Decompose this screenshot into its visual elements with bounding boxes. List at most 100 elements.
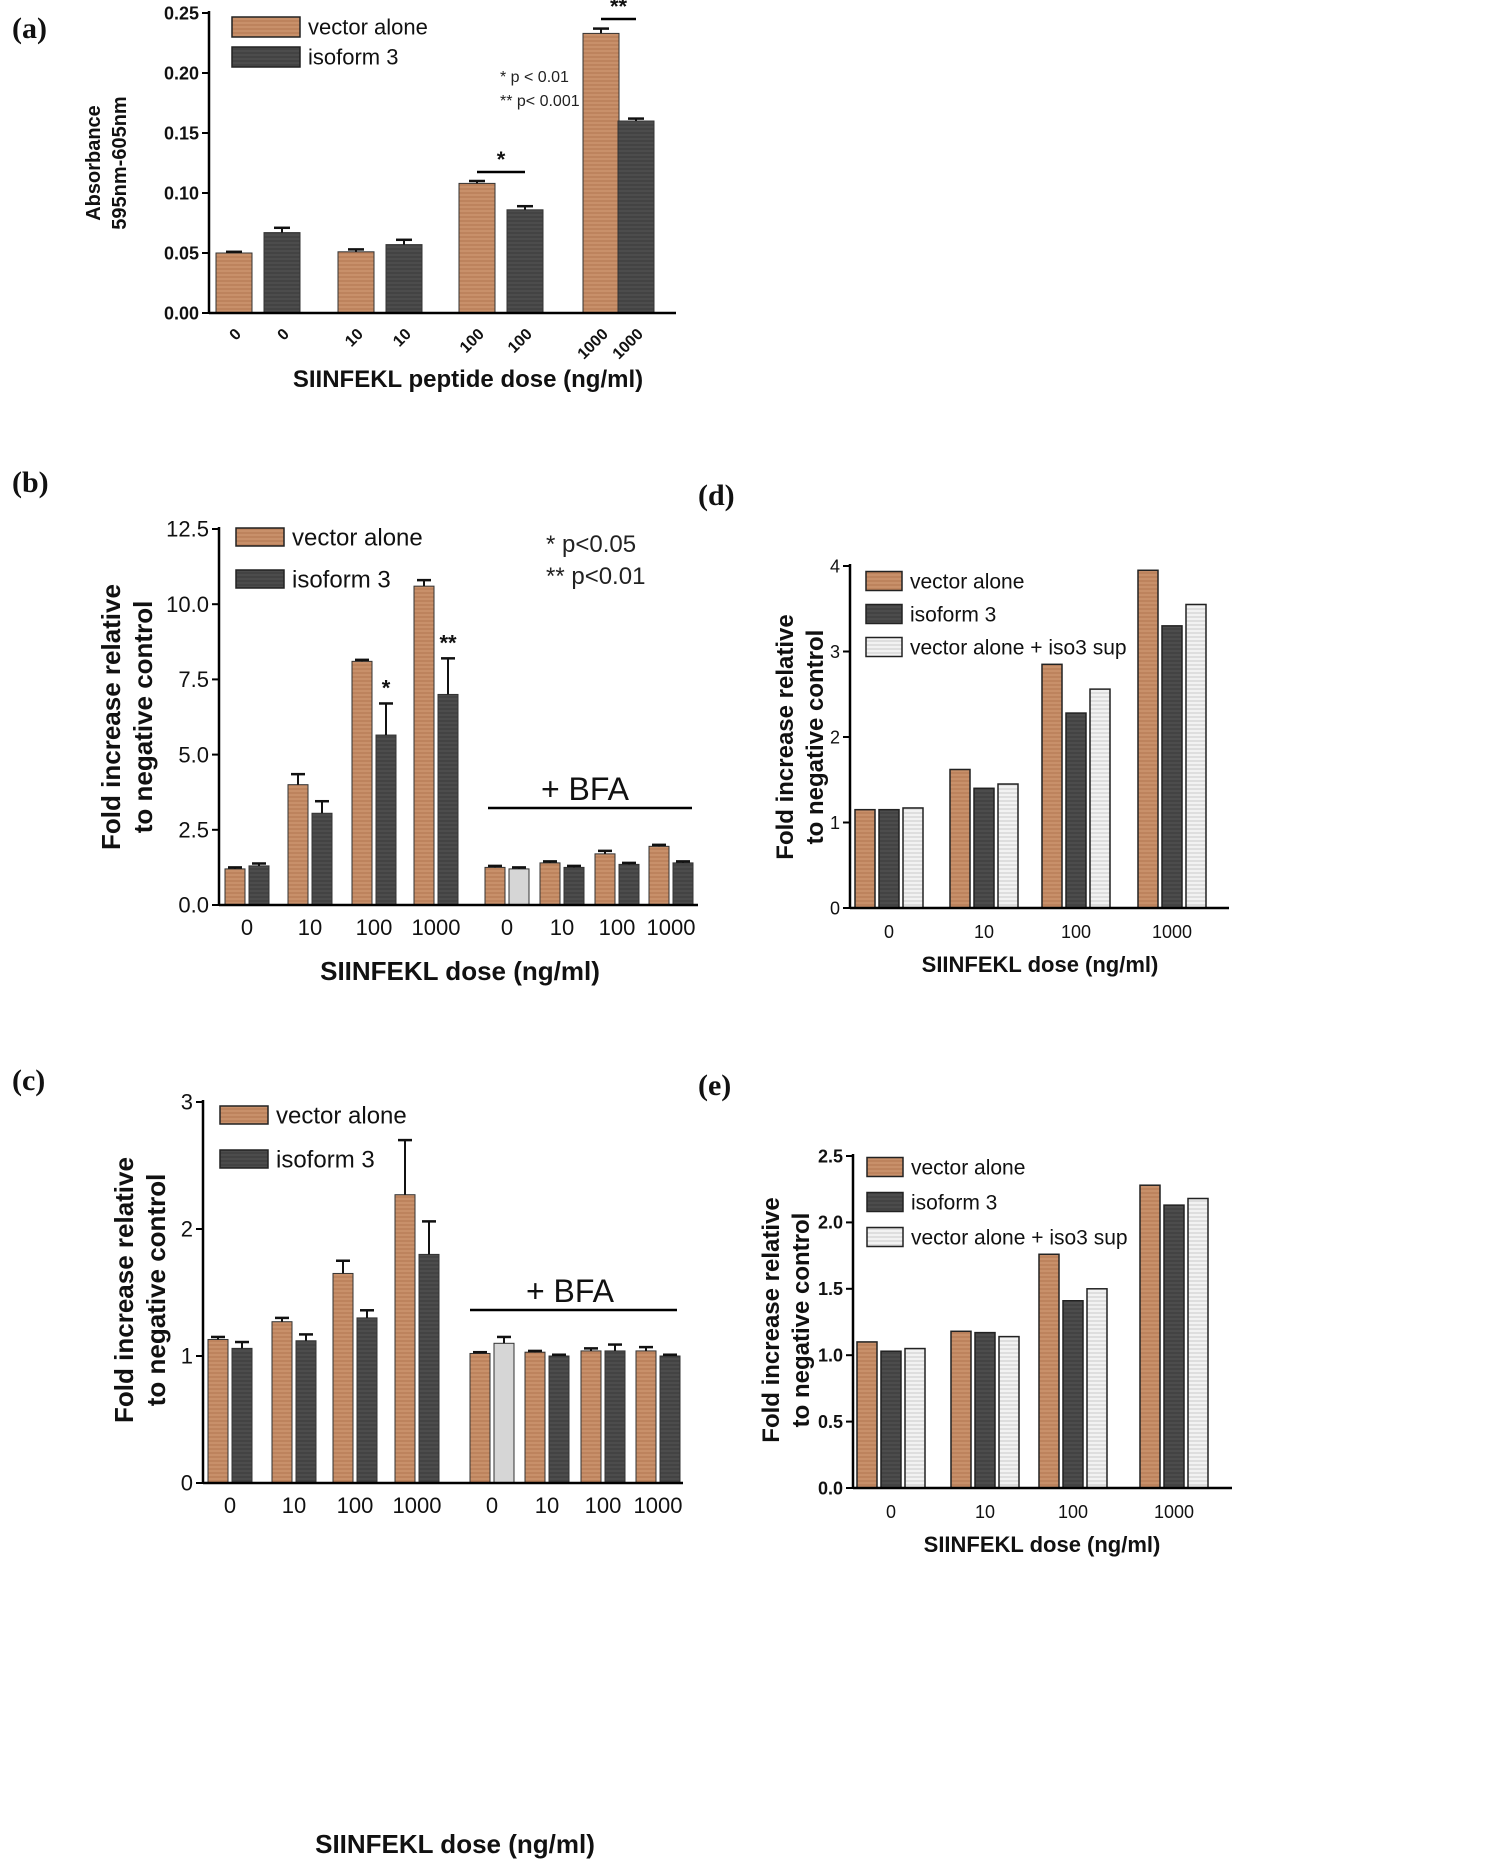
panel-b-significance-mark: * bbox=[382, 675, 391, 700]
panel-e-y-tick-label: 1.0 bbox=[818, 1346, 843, 1366]
panel-a-y-label: Absorbance 595nm-605nm bbox=[83, 96, 131, 229]
panel-b-bar-isoform bbox=[508, 868, 530, 906]
panel-d-x-label: SIINFEKL dose (ng/ml) bbox=[922, 952, 1159, 977]
panel-d: (d) 0 1 2 3 4 0 10 100 1000 Fold increase relati… bbox=[698, 479, 1229, 977]
panel-e-bar-isoform bbox=[974, 1331, 996, 1489]
panel-c-x-tick-label: 100 bbox=[337, 1493, 374, 1518]
panel-b-x-tick-label: 100 bbox=[599, 915, 636, 940]
panel-e-bar-sup bbox=[904, 1347, 926, 1489]
panel-b-x-tick-label: 10 bbox=[298, 915, 322, 940]
panel-a-x-tick-label: 1000 bbox=[575, 326, 612, 363]
panel-d-legend-swatch-sup bbox=[865, 636, 903, 658]
panel-d-legend-label-isoform: isoform 3 bbox=[910, 603, 996, 626]
panel-c-x-tick-label: 1000 bbox=[634, 1493, 683, 1518]
panel-e-x-tick-label: 100 bbox=[1058, 1502, 1088, 1522]
panel-d-y-label-line: to negative control bbox=[802, 630, 829, 845]
panel-b-x-tick-label: 0 bbox=[241, 915, 253, 940]
panel-b: (b) 0.0 2.5 5.0 7.5 10.0 12.5 0 10 100 1000 0 10 100… bbox=[12, 466, 698, 986]
panel-c-legend-label-vector: vector alone bbox=[276, 1102, 407, 1129]
panel-a-y-tick-label: 0.00 bbox=[164, 303, 199, 323]
panel-b-y-ticks: 0.0 2.5 5.0 7.5 10.0 12.5 0 10 100 1000 0 10 100 1000 bbox=[166, 517, 695, 940]
panel-e-bar-vector bbox=[856, 1341, 878, 1489]
panel-c-bar-isoform bbox=[418, 1253, 440, 1484]
panel-a-y-tick-label: 0.15 bbox=[164, 123, 199, 143]
panel-e-bar-isoform bbox=[880, 1350, 902, 1489]
panel-b-bfa-label: + BFA bbox=[541, 771, 630, 807]
panel-a-x-tick-label: 10 bbox=[342, 326, 367, 351]
panel-d-bar-isoform bbox=[878, 808, 900, 909]
panel-c-letter: (c) bbox=[12, 1064, 45, 1097]
panel-a-y-tick-label: 0.05 bbox=[164, 243, 199, 263]
panel-a-y-label-line: Absorbance bbox=[83, 105, 105, 221]
panel-b-bar-vector bbox=[287, 784, 309, 906]
panel-c-y-tick-label: 3 bbox=[181, 1090, 193, 1115]
panel-d-y-tick-label: 2 bbox=[830, 727, 840, 747]
panel-a-bar-vector bbox=[215, 252, 253, 314]
panel-d-bar-vector bbox=[854, 808, 876, 909]
panel-a-bar-vector bbox=[458, 182, 496, 314]
panel-e-bar-vector bbox=[1038, 1253, 1060, 1489]
panel-c-bar-vector bbox=[580, 1350, 602, 1484]
panel-d-axes bbox=[848, 564, 1229, 910]
panel-b-bar-isoform bbox=[375, 734, 397, 906]
panel-d-legend-label-sup: vector alone + iso3 sup bbox=[910, 636, 1127, 659]
panel-a-x-tick-label: 100 bbox=[505, 326, 536, 357]
panel-e-y-tick-label: 2.0 bbox=[818, 1213, 843, 1233]
panel-c-bar-isoform bbox=[659, 1355, 681, 1484]
panel-b-y-tick-label: 2.5 bbox=[178, 818, 209, 843]
panel-b-y-tick-label: 10.0 bbox=[166, 592, 209, 617]
panel-c-x-tick-label: 0 bbox=[224, 1493, 236, 1518]
panel-c-bar-vector bbox=[394, 1194, 416, 1484]
panel-a-note-2: ** p< 0.001 bbox=[500, 93, 580, 110]
panel-b-y-tick-label: 5.0 bbox=[178, 742, 209, 767]
panel-e-y-ticks: 0.0 0.5 1.0 1.5 2.0 2.5 0 10 100 1000 bbox=[818, 1146, 1194, 1522]
panel-b-bar-vector bbox=[224, 868, 246, 906]
panel-e-x-tick-label: 0 bbox=[886, 1502, 896, 1522]
panel-a-bar-isoform bbox=[617, 120, 655, 314]
panel-c-bar-vector bbox=[635, 1350, 657, 1484]
panel-e-x-tick-label: 10 bbox=[975, 1502, 995, 1522]
panel-b-bar-vector bbox=[539, 862, 561, 906]
panel-c-x-tick-label: 100 bbox=[585, 1493, 622, 1518]
panel-a-y-tick-label: 0.10 bbox=[164, 183, 199, 203]
panel-a-bars bbox=[215, 27, 655, 314]
panel-c-x-tick-label: 10 bbox=[535, 1493, 559, 1518]
panel-a-significance-mark: ** bbox=[610, 0, 628, 19]
panel-c-bar-isoform bbox=[356, 1317, 378, 1484]
panel-a-significance: *** bbox=[477, 0, 636, 174]
panel-a-x-label: SIINFEKL peptide dose (ng/ml) bbox=[293, 366, 643, 393]
panel-d-x-tick-label: 1000 bbox=[1152, 922, 1192, 942]
panel-b-y-label: Fold increase relative to negative contro… bbox=[96, 584, 158, 850]
panel-b-y-label-line: to negative control bbox=[128, 601, 158, 834]
panel-e-x-tick-label: 1000 bbox=[1154, 1502, 1194, 1522]
panel-d-bar-sup bbox=[1089, 688, 1111, 909]
panel-c-legend-swatch-isoform bbox=[219, 1149, 269, 1169]
panel-d-x-tick-label: 10 bbox=[974, 922, 994, 942]
panel-a-y-label-line: 595nm-605nm bbox=[109, 96, 131, 229]
panel-d-legend-label-vector: vector alone bbox=[910, 570, 1024, 593]
panel-d-bar-isoform bbox=[1161, 625, 1183, 909]
panel-d-y-tick-label: 0 bbox=[830, 898, 840, 918]
panel-a-bar-isoform bbox=[263, 232, 301, 314]
panel-d-x-tick-label: 0 bbox=[884, 922, 894, 942]
panel-d-bar-isoform bbox=[1065, 712, 1087, 909]
panel-a-bar-isoform bbox=[385, 244, 423, 314]
panel-b-y-tick-label: 7.5 bbox=[178, 667, 209, 692]
panel-a-y-tick-label: 0.25 bbox=[164, 3, 199, 23]
panel-b-note-1: * p<0.05 bbox=[546, 531, 636, 558]
panel-d-bar-sup bbox=[1185, 603, 1207, 909]
panel-a-bar-isoform bbox=[506, 209, 544, 314]
panel-d-y-tick-label: 4 bbox=[830, 556, 840, 576]
panel-c-bar-vector bbox=[524, 1351, 546, 1484]
panel-c-legend-label-isoform: isoform 3 bbox=[276, 1146, 375, 1173]
panel-a-legend-swatch-vector bbox=[231, 16, 301, 38]
panel-e-bar-sup bbox=[1187, 1197, 1209, 1489]
panel-d-y-tick-label: 1 bbox=[830, 813, 840, 833]
panel-b-bar-isoform bbox=[672, 862, 694, 906]
panel-c-x-tick-label: 1000 bbox=[393, 1493, 442, 1518]
panel-b-legend-label-isoform: isoform 3 bbox=[292, 566, 391, 593]
panel-a-bar-vector bbox=[582, 32, 620, 314]
panel-c-y-ticks: 0 1 2 3 0 10 100 1000 0 10 100 1000 bbox=[181, 1090, 683, 1518]
panel-d-y-tick-label: 3 bbox=[830, 642, 840, 662]
panel-b-x-tick-label: 1000 bbox=[647, 915, 696, 940]
